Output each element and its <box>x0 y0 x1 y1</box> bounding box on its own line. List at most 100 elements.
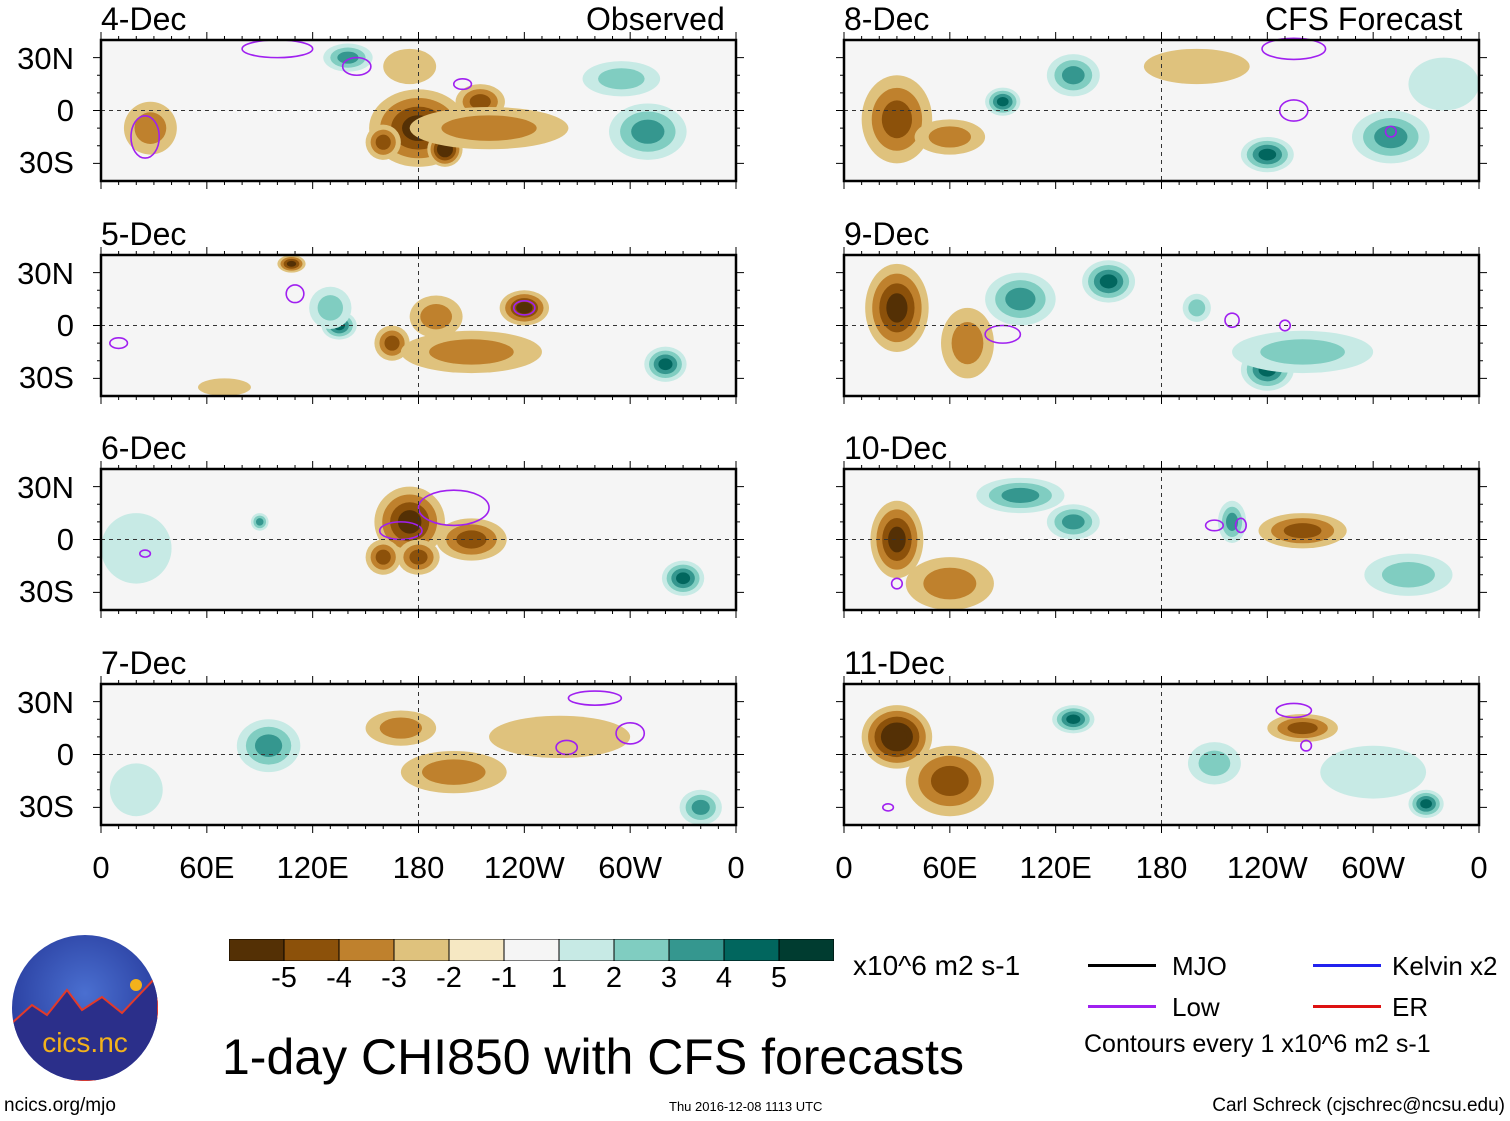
observed-title: Observed <box>586 1 725 37</box>
anomaly-contour <box>255 518 264 526</box>
lon-tick-label: 0 <box>835 850 853 885</box>
anomaly-contour <box>469 94 491 110</box>
anomaly-contour <box>1287 722 1318 735</box>
panel-date: 6-Dec <box>101 430 187 466</box>
anomaly-contour <box>1066 714 1081 724</box>
footer-timestamp: Thu 2016-12-08 1113 UTC <box>669 1099 823 1114</box>
colorbar-label: -1 <box>491 962 517 994</box>
map-panel <box>836 32 1487 189</box>
anomaly-contour <box>422 759 486 785</box>
anomaly-contour <box>881 100 913 139</box>
lat-tick-label: 30S <box>18 360 74 395</box>
anomaly-contour <box>951 321 984 365</box>
anomaly-contour <box>254 734 283 758</box>
colorbar-label: 2 <box>605 962 623 994</box>
anomaly-contour <box>1001 487 1040 503</box>
anomaly-contour <box>658 358 673 371</box>
anomaly-contour <box>489 715 631 759</box>
low-contour <box>512 300 536 316</box>
colorbar-swatch <box>613 939 670 961</box>
map-panel <box>836 676 1487 833</box>
anomaly-contour <box>441 115 537 141</box>
anomaly-contour <box>1420 799 1432 809</box>
anomaly-contour <box>375 549 391 565</box>
colorbar-swatch <box>229 939 285 961</box>
anomaly-contour <box>1061 514 1085 530</box>
lat-tick-label: 0 <box>56 522 74 557</box>
anomaly-contour <box>516 302 533 314</box>
er-line <box>1313 1005 1381 1008</box>
anomaly-contour <box>383 48 437 85</box>
anomaly-contour <box>888 526 906 553</box>
low-contour <box>1275 702 1313 719</box>
anomaly-contour <box>1143 48 1250 85</box>
anomaly-contour <box>1381 562 1435 588</box>
low-contour <box>1234 517 1247 534</box>
anomaly-contour <box>930 765 969 797</box>
anomaly-contour <box>317 295 344 321</box>
low-contour <box>1261 37 1327 61</box>
colorbar-swatch <box>778 939 834 961</box>
lat-tick-label: 30N <box>17 470 74 505</box>
anomaly-contour <box>886 293 908 323</box>
anomaly-contour <box>923 567 977 600</box>
forecast-title: CFS Forecast <box>1265 1 1463 37</box>
colorbar-label: -3 <box>381 962 407 994</box>
lon-tick-label: 60W <box>598 850 663 885</box>
units-label: x10^6 m2 s-1 <box>853 950 1021 981</box>
cics-logo: cics.nc <box>12 935 158 1081</box>
lat-tick-label: 30N <box>17 256 74 291</box>
anomaly-contour <box>379 717 423 739</box>
footer-link[interactable]: ncics.org/mjo <box>4 1095 116 1116</box>
map-panel <box>93 32 744 189</box>
lat-tick-label: 0 <box>56 737 74 772</box>
lat-tick-label: 30N <box>17 41 74 76</box>
lat-tick-label: 0 <box>56 93 74 128</box>
low-contour <box>285 284 305 304</box>
colorbar-label: 1 <box>550 962 568 994</box>
map-panel <box>836 461 1487 618</box>
low-contour <box>984 324 1022 344</box>
lon-tick-label: 0 <box>727 850 745 885</box>
anomaly-contour <box>1005 287 1036 311</box>
anomaly-contour <box>384 335 400 351</box>
colorbar-swatch <box>558 939 615 961</box>
anomaly-contour <box>928 126 971 148</box>
low-contour <box>1300 739 1313 752</box>
mountain-icon <box>12 973 158 1081</box>
colorbar-label: -5 <box>271 962 297 994</box>
colorbar-swatch <box>723 939 780 961</box>
panel-date: 5-Dec <box>101 216 187 252</box>
anomaly-contour <box>1283 523 1322 539</box>
panel-date: 8-Dec <box>844 1 930 37</box>
low-contour <box>1384 125 1397 138</box>
colorbar-swatch <box>393 939 450 961</box>
lon-tick-label: 60W <box>1341 850 1406 885</box>
anomaly-contour <box>429 339 514 365</box>
mjo-line <box>1088 964 1156 967</box>
logo-text: cics.nc <box>42 1027 128 1058</box>
map-panel <box>93 461 744 618</box>
legend-kelvin: Kelvin x2 <box>1392 951 1498 981</box>
low-line <box>1088 1005 1156 1008</box>
lat-tick-label: 30N <box>17 685 74 720</box>
colorbar-label: 4 <box>715 962 733 994</box>
anomaly-contour <box>1320 745 1427 799</box>
panel-date: 9-Dec <box>844 216 930 252</box>
lon-tick-label: 0 <box>1470 850 1488 885</box>
anomaly-contour <box>691 799 710 815</box>
lat-tick-label: 30S <box>18 145 74 180</box>
anomaly-contour <box>598 68 645 90</box>
colorbar-label: -2 <box>436 962 462 994</box>
lon-tick-label: 60E <box>922 850 978 885</box>
lon-tick-label: 0 <box>92 850 110 885</box>
kelvin-line <box>1313 964 1381 967</box>
anomaly-contour <box>631 119 665 144</box>
anomaly-contour <box>375 134 391 150</box>
anomaly-contour <box>1260 339 1345 365</box>
lon-tick-label: 60E <box>179 850 235 885</box>
low-contour <box>615 721 646 745</box>
anomaly-contour <box>996 96 1009 107</box>
map-panel <box>93 676 744 833</box>
colorbar-swatch <box>448 939 505 961</box>
